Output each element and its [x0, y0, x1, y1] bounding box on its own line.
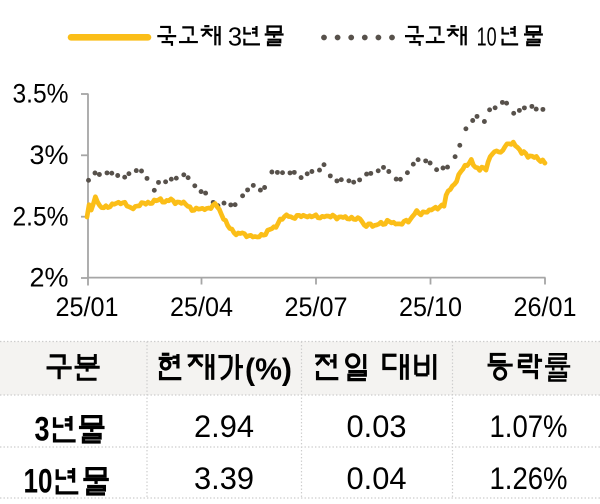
svg-text:0.04: 0.04: [347, 460, 407, 496]
svg-text:10: 10: [477, 24, 497, 52]
svg-text:3: 3: [35, 411, 50, 449]
svg-text:10: 10: [24, 463, 53, 501]
svg-text:(%): (%): [245, 353, 292, 387]
svg-text:25/04: 25/04: [170, 292, 233, 322]
svg-text:3: 3: [228, 24, 242, 52]
svg-text:25/01: 25/01: [56, 292, 119, 322]
svg-text:1.26%: 1.26%: [490, 460, 568, 496]
svg-text:2.94: 2.94: [194, 408, 254, 444]
svg-text:3.39: 3.39: [194, 460, 254, 496]
svg-text:1.07%: 1.07%: [490, 408, 568, 444]
svg-text:25/07: 25/07: [285, 292, 348, 322]
svg-text:2%: 2%: [30, 263, 69, 293]
svg-text:3.5%: 3.5%: [13, 79, 69, 109]
svg-text:25/10: 25/10: [399, 292, 462, 322]
svg-text:3%: 3%: [30, 140, 69, 170]
svg-text:26/01: 26/01: [514, 292, 577, 322]
svg-text:2.5%: 2.5%: [13, 201, 69, 231]
svg-text:0.03: 0.03: [347, 408, 407, 444]
